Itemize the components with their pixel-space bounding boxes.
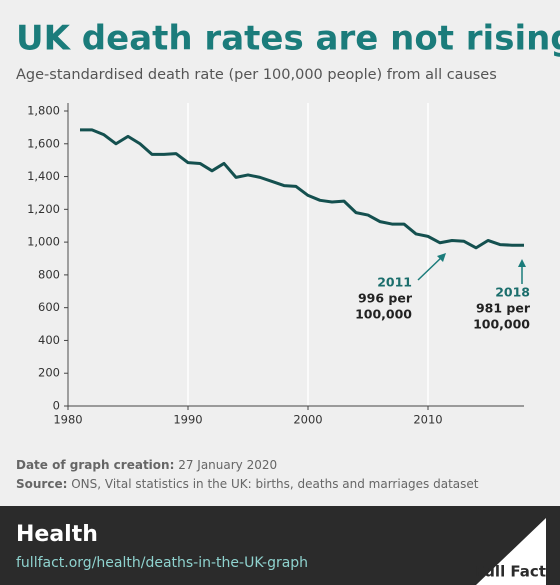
x-tick-label: 2000 [293, 413, 322, 427]
arrow-head [437, 253, 446, 262]
annotation: 100,000 [473, 317, 530, 332]
source-line: Source: ONS, Vital statistics in the UK:… [16, 477, 479, 491]
arrow-head [518, 259, 526, 267]
y-tick-label: 600 [38, 300, 60, 314]
plot: 1980 1990 2000 2010 0 200 400 600 800 1,000 1,200 1… [27, 103, 524, 427]
annotation: 981 per [476, 301, 531, 316]
y-tick-label: 1,800 [27, 104, 60, 118]
y-tick-label: 200 [38, 366, 60, 380]
y-tick-label: 800 [38, 267, 60, 281]
source: ONS, Vital statistics in the UK: births,… [71, 477, 479, 491]
annotation-year: 2018 [495, 285, 530, 300]
annotation-year: 2011 [377, 275, 412, 290]
date-line: Date of graph creation: 27 January 2020 [16, 458, 277, 472]
url[interactable]: fullfact.org/health/deaths-in-the-UK-gra… [16, 555, 308, 571]
footer-band [0, 506, 560, 585]
x-tick-label: 2010 [413, 413, 442, 427]
x-tick-label: 1990 [173, 413, 202, 427]
source-label: Source: [16, 477, 67, 491]
logo-triangle [476, 518, 546, 585]
y-tick-label: 400 [38, 333, 60, 347]
y-tick-label: 1,000 [27, 235, 60, 249]
subtitle: Age-standardised death rate (per 100,000… [16, 67, 497, 83]
y-tick-label: 0 [53, 399, 60, 413]
line [80, 128, 524, 250]
title: UK death rates are not rising [16, 19, 560, 59]
arrow [417, 255, 444, 281]
section: Health [16, 522, 98, 547]
annotation: 996 per [358, 291, 413, 306]
date-label: Date of graph creation: [16, 458, 174, 472]
annotation: 100,000 [355, 307, 412, 322]
logo: Full Fact [475, 563, 546, 581]
y-tick-label: 1,200 [27, 202, 60, 216]
y-tick-label: 1,400 [27, 169, 60, 183]
y-tick-label: 1,600 [27, 136, 60, 150]
x-tick-label: 1980 [53, 413, 82, 427]
date: 27 January 2020 [178, 458, 277, 472]
